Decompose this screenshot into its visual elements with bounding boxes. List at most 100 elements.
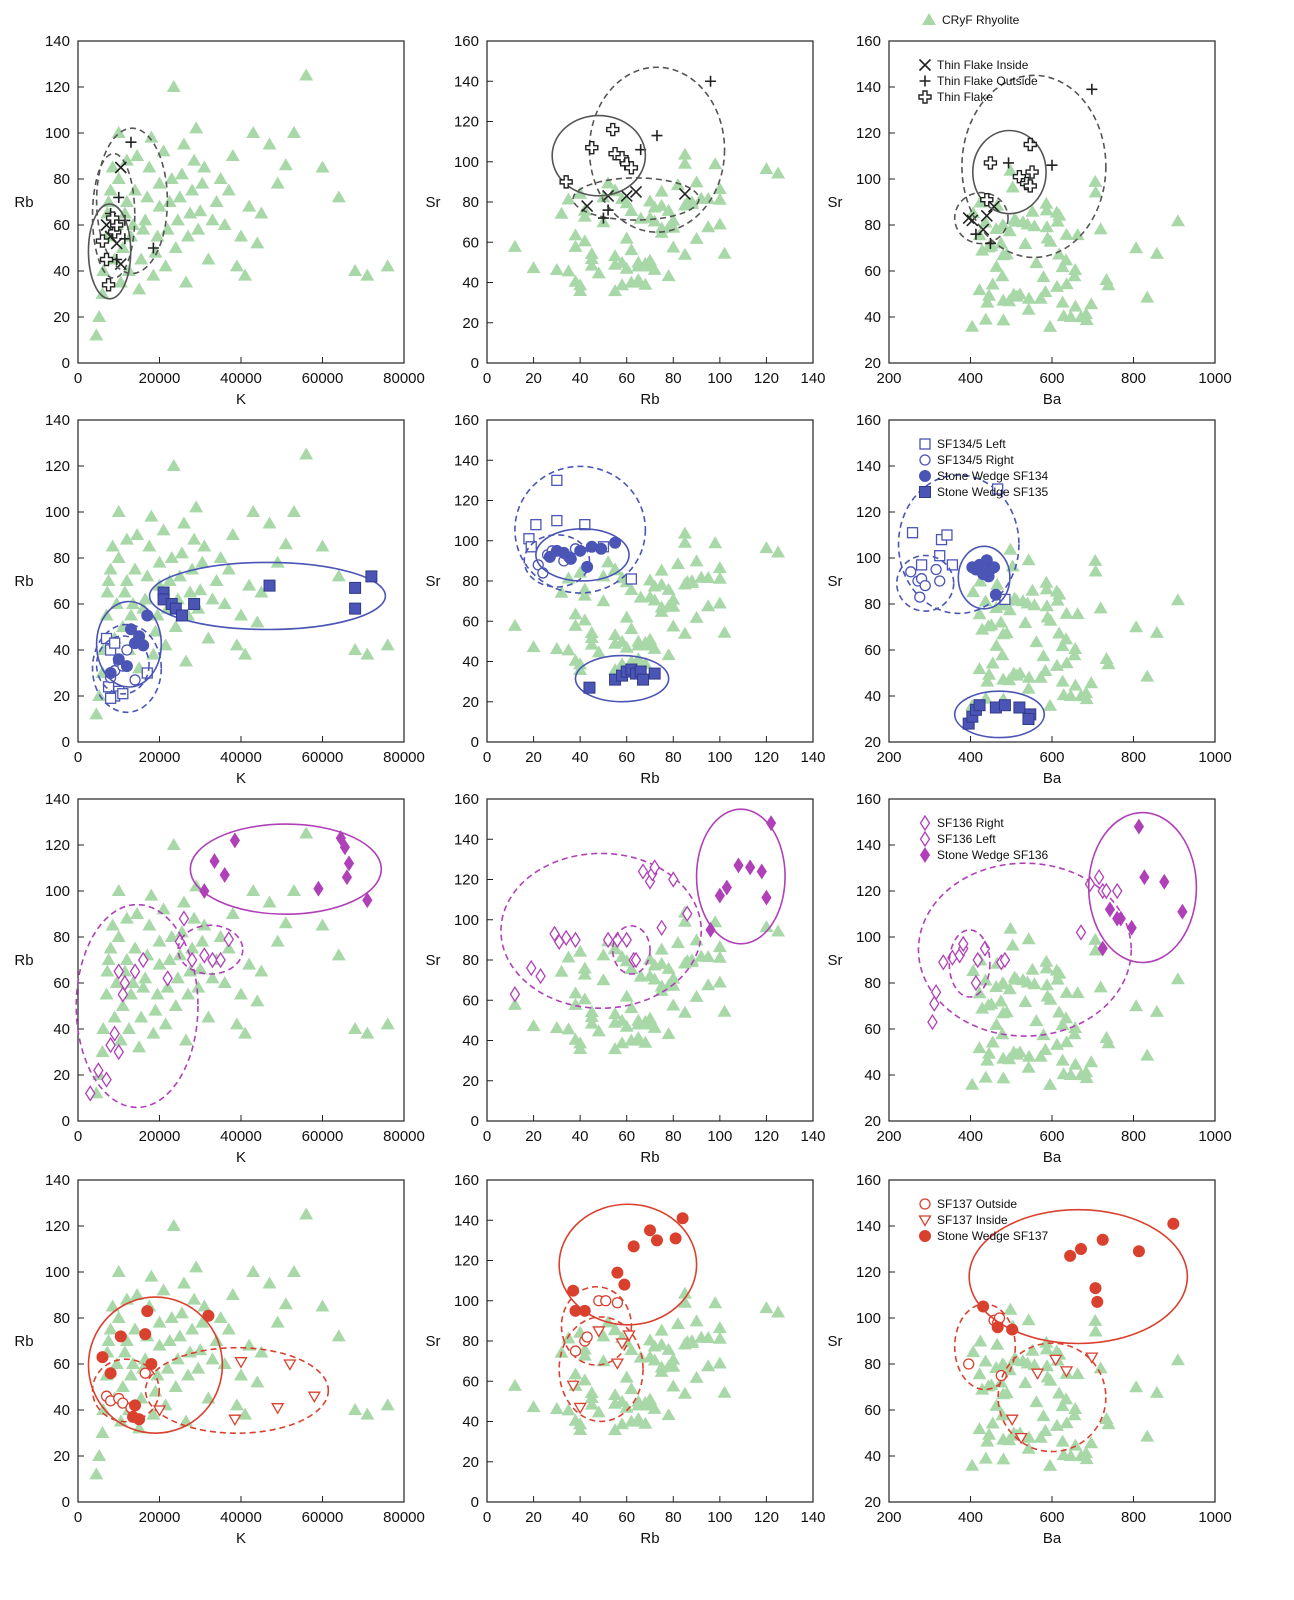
y-tick-label: 40: [864, 309, 881, 326]
background-point: [608, 249, 623, 262]
y-tick-label: 20: [864, 1494, 881, 1511]
background-point: [596, 948, 611, 961]
background-point: [701, 1359, 716, 1372]
data-point: [620, 189, 633, 203]
x-tick-label: 140: [800, 1128, 825, 1145]
background-point: [315, 539, 330, 552]
background-point: [209, 195, 224, 207]
series-stone-wedge-sf137: [87, 1296, 224, 1434]
background-point: [262, 516, 277, 529]
background-point: [146, 268, 161, 281]
background-point: [254, 964, 269, 977]
background-point: [152, 199, 167, 212]
envelope: [897, 474, 1020, 615]
background-point: [1059, 1035, 1074, 1048]
data-point: [919, 579, 931, 592]
background-point: [677, 626, 692, 639]
data-point: [966, 214, 979, 227]
envelope: [95, 635, 150, 695]
background-point: [1063, 309, 1078, 322]
background-point: [1068, 299, 1083, 312]
background-point: [150, 1368, 165, 1381]
data-point: [112, 653, 125, 666]
background-point: [187, 911, 202, 924]
background-point: [1039, 196, 1054, 209]
background-point: [568, 618, 583, 631]
data-point: [139, 1328, 152, 1341]
y-tick-label: 0: [471, 1113, 479, 1130]
background-point: [1068, 642, 1083, 655]
data-point: [583, 681, 596, 694]
panel-row2-Rb-Sr: 0 20 40 60 80 100 120 140 0 20 40 60 80 100 120 140 160 R…: [426, 412, 826, 787]
background-point: [174, 925, 189, 938]
background-point: [1099, 272, 1114, 285]
x-tick-label: 20: [525, 1509, 542, 1526]
envelope: [500, 852, 703, 1010]
background-point: [250, 994, 265, 1007]
y-tick-label: 100: [856, 929, 881, 946]
data-point: [141, 1305, 154, 1318]
background-point: [619, 231, 634, 244]
envelope: [91, 623, 163, 714]
data-point: [721, 879, 732, 896]
y-tick-label: 120: [454, 114, 479, 131]
legend-label: SF137 Inside: [937, 1213, 1008, 1227]
background-point: [205, 971, 220, 984]
background-point: [225, 1288, 240, 1300]
background-point: [507, 618, 522, 631]
background-point: [985, 1035, 1000, 1048]
series-stone-wedge-sf134: [957, 545, 1011, 610]
background-point: [596, 1354, 611, 1367]
background-point: [993, 994, 1008, 1007]
background-point: [680, 575, 695, 588]
data-point: [1014, 1432, 1028, 1445]
background-point: [1052, 208, 1067, 221]
data-point: [113, 191, 125, 203]
background-point: [246, 1265, 261, 1277]
background-point: [601, 1315, 616, 1328]
series-sf136-right: [75, 903, 199, 1109]
data-point: [915, 559, 928, 571]
background-point: [380, 1017, 395, 1030]
data-point: [970, 228, 982, 240]
background-point: [966, 1345, 981, 1358]
background-point: [152, 957, 167, 970]
background-point: [1038, 1424, 1053, 1437]
background-point: [176, 137, 191, 150]
background-point: [1038, 1043, 1053, 1056]
series-stone-wedge-sf135: [953, 690, 1046, 739]
background-point: [661, 203, 676, 216]
y-tick-label: 80: [53, 1310, 70, 1327]
background-point: [577, 613, 592, 626]
data-point: [980, 193, 994, 207]
envelope: [551, 114, 647, 197]
series-stone-wedge-sf134: [95, 600, 163, 688]
y-tick-label: 0: [62, 734, 70, 751]
background-point: [1068, 1438, 1083, 1451]
x-tick-label: 40: [572, 1509, 589, 1526]
background-point: [577, 1342, 592, 1355]
background-point: [286, 1265, 301, 1277]
background-point: [1043, 234, 1058, 247]
background-point: [174, 1306, 189, 1319]
background-point: [168, 999, 183, 1011]
data-point: [564, 552, 577, 565]
background-point: [172, 1329, 187, 1342]
background-point: [146, 1026, 161, 1039]
background-point: [677, 535, 692, 548]
legend-marker-cryf: [922, 13, 936, 25]
background-point: [1052, 1005, 1067, 1018]
background-point: [1170, 214, 1185, 227]
background-point: [1003, 1302, 1018, 1315]
y-tick-label: 100: [45, 125, 70, 142]
panel-row3-Rb-Sr: 0 20 40 60 80 100 120 140 0 20 40 60 80 100 120 140 160 R…: [426, 791, 826, 1166]
x-tick-label: 60000: [302, 1509, 344, 1526]
background-point: [972, 1422, 987, 1435]
y-tick-label: 40: [864, 1448, 881, 1465]
background-point: [647, 579, 662, 592]
background-point: [661, 648, 676, 661]
panels: 0 20000 40000 60000 80000020406080100120140K…: [14, 33, 1231, 1547]
y-tick-label: 40: [53, 1021, 70, 1038]
y-axis-label: Sr: [426, 194, 441, 211]
background-point: [1005, 938, 1020, 951]
